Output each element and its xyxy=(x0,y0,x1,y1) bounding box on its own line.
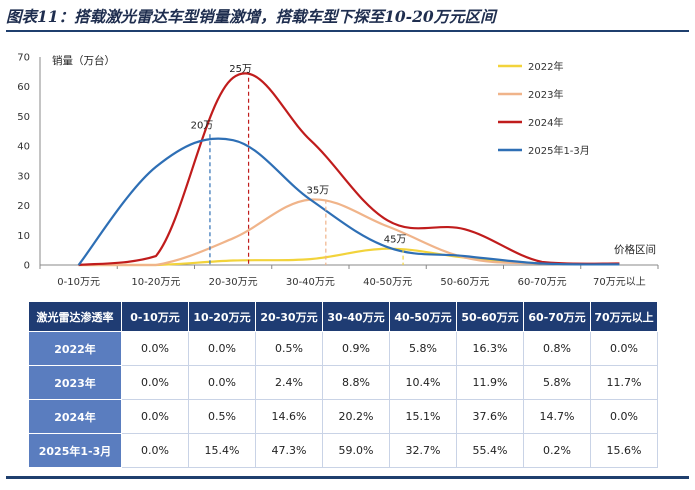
figure-title: 图表11：搭载激光雷达车型销量激增，搭载车型下探至10-20万元区间 xyxy=(6,7,496,26)
row-label: 2025年1-3月 xyxy=(28,433,122,468)
table-cell: 11.7% xyxy=(590,365,658,400)
table-row: 2022年 0.0% 0.0% 0.5% 0.9% 5.8% 16.3% 0.8… xyxy=(28,331,658,366)
annotation-label: 20万 xyxy=(191,120,214,131)
table-cell: 0.0% xyxy=(188,331,256,366)
legend-label: 2023年 xyxy=(528,88,563,101)
table-cell: 14.6% xyxy=(255,399,323,434)
table-header-cell: 20-30万元 xyxy=(255,301,323,332)
y-tick-label: 50 xyxy=(17,112,30,123)
table-row: 2023年 0.0% 0.0% 2.4% 8.8% 10.4% 11.9% 5.… xyxy=(28,365,658,400)
x-tick-label: 70万元以上 xyxy=(593,276,646,288)
x-tick-label: 10-20万元 xyxy=(131,277,180,288)
annotation-label: 35万 xyxy=(306,186,329,197)
table-cell: 15.1% xyxy=(389,399,457,434)
y-tick-label: 10 xyxy=(17,231,30,242)
legend-label: 2024年 xyxy=(528,116,563,129)
y-tick-label: 20 xyxy=(17,201,30,212)
x-tick-label: 40-50万元 xyxy=(363,277,412,288)
table-cell: 0.9% xyxy=(322,331,390,366)
table-cell: 15.4% xyxy=(188,433,256,468)
table-cell: 0.0% xyxy=(121,365,189,400)
row-label: 2024年 xyxy=(28,399,122,434)
table-row: 2024年 0.0% 0.5% 14.6% 20.2% 15.1% 37.6% … xyxy=(28,399,658,434)
table-cell: 10.4% xyxy=(389,365,457,400)
y-tick-label: 40 xyxy=(17,142,30,153)
annotation-label: 25万 xyxy=(229,64,252,75)
table-cell: 0.0% xyxy=(590,331,658,366)
table-cell: 8.8% xyxy=(322,365,390,400)
table-header-cell: 10-20万元 xyxy=(188,301,256,332)
table-cell: 0.0% xyxy=(121,331,189,366)
table-cell: 16.3% xyxy=(456,331,524,366)
legend-label: 2025年1-3月 xyxy=(528,144,590,157)
table-cell: 37.6% xyxy=(456,399,524,434)
x-axis-title: 价格区间 xyxy=(614,243,656,256)
x-tick-label: 20-30万元 xyxy=(209,277,258,288)
penetration-table: 激光雷达渗透率 0-10万元 10-20万元 20-30万元 30-40万元 4… xyxy=(28,301,658,468)
table-cell: 0.0% xyxy=(121,399,189,434)
table-cell: 59.0% xyxy=(322,433,390,468)
annotation-label: 45万 xyxy=(384,235,407,246)
table-cell: 0.5% xyxy=(255,331,323,366)
table-cell: 20.2% xyxy=(322,399,390,434)
series-line xyxy=(78,198,620,267)
table-cell: 5.8% xyxy=(523,365,591,400)
table-header-cell: 30-40万元 xyxy=(322,301,390,332)
y-tick-label: 60 xyxy=(17,82,30,93)
table-cell: 15.6% xyxy=(590,433,658,468)
table-cell: 0.5% xyxy=(188,399,256,434)
table-cell: 14.7% xyxy=(523,399,591,434)
table-cell: 0.2% xyxy=(523,433,591,468)
x-tick-label: 60-70万元 xyxy=(518,277,567,288)
table-cell: 2.4% xyxy=(255,365,323,400)
table-header-cell: 激光雷达渗透率 xyxy=(28,301,122,332)
table-header-row: 激光雷达渗透率 0-10万元 10-20万元 20-30万元 30-40万元 4… xyxy=(28,301,658,332)
series-line xyxy=(78,72,620,267)
x-tick-label: 0-10万元 xyxy=(57,277,100,288)
table-cell: 0.0% xyxy=(121,433,189,468)
y-tick-label: 70 xyxy=(17,53,30,64)
table-header-cell: 60-70万元 xyxy=(523,301,591,332)
y-axis-title: 销量（万台） xyxy=(52,54,115,67)
legend-label: 2022年 xyxy=(528,60,563,73)
table-header-cell: 0-10万元 xyxy=(121,301,189,332)
table-cell: 5.8% xyxy=(389,331,457,366)
y-tick-label: 0 xyxy=(24,261,30,272)
table-header-cell: 50-60万元 xyxy=(456,301,524,332)
table-cell: 0.8% xyxy=(523,331,591,366)
row-label: 2022年 xyxy=(28,331,122,366)
row-label: 2023年 xyxy=(28,365,122,400)
table-cell: 0.0% xyxy=(590,399,658,434)
x-tick-label: 30-40万元 xyxy=(286,277,335,288)
table-cell: 11.9% xyxy=(456,365,524,400)
table-cell: 0.0% xyxy=(188,365,256,400)
title-divider xyxy=(6,30,689,32)
table-header-cell: 70万元以上 xyxy=(590,301,658,332)
table-cell: 55.4% xyxy=(456,433,524,468)
bottom-divider xyxy=(6,476,689,479)
table-row: 2025年1-3月 0.0% 15.4% 47.3% 59.0% 32.7% 5… xyxy=(28,433,658,468)
table-cell: 32.7% xyxy=(389,433,457,468)
sales-line-chart: 0 10 20 30 40 50 60 70 0-10万元 10-20万元 20-30万元 30-40… xyxy=(17,53,659,288)
table-cell: 47.3% xyxy=(255,433,323,468)
x-tick-label: 50-60万元 xyxy=(440,277,489,288)
y-tick-label: 30 xyxy=(17,171,30,182)
series-line xyxy=(77,137,620,266)
table-header-cell: 40-50万元 xyxy=(389,301,457,332)
